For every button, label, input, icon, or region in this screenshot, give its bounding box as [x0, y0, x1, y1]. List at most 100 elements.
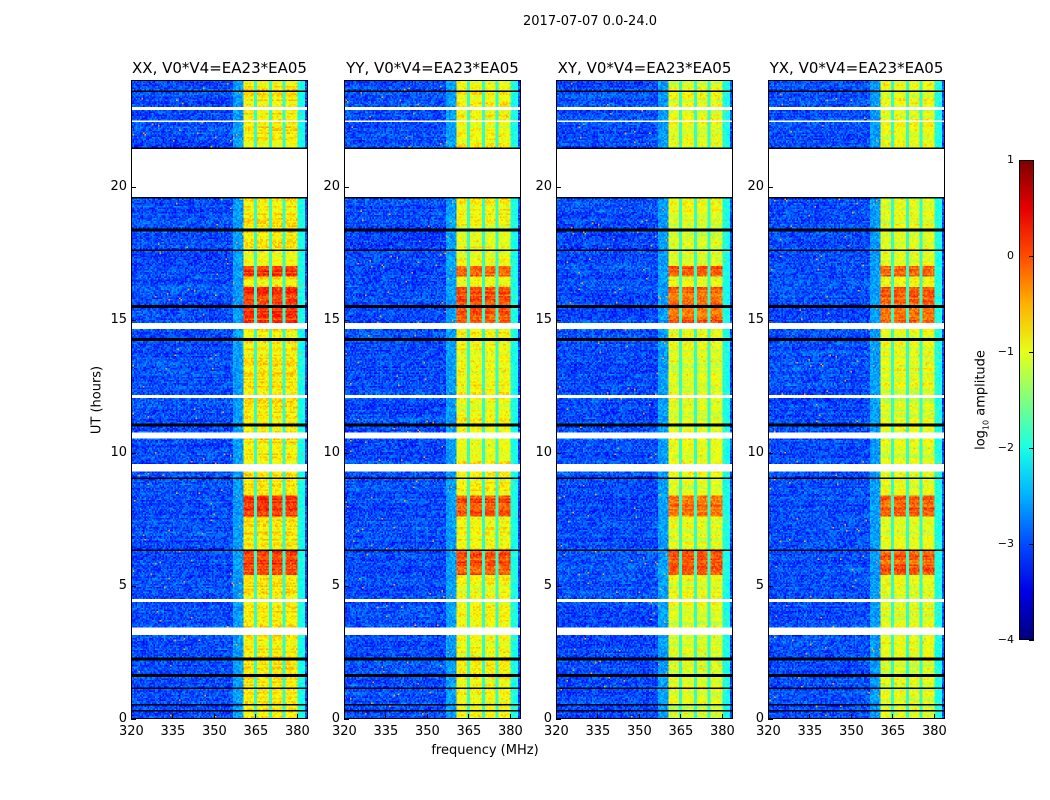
- x-tick-mark: [892, 714, 894, 719]
- x-tick-mark: [509, 714, 511, 719]
- x-tick-mark: [255, 714, 257, 719]
- colorbar-tick-label: −1: [997, 345, 1014, 358]
- panel-title: YY, V0*V4=EA23*EA05: [346, 59, 519, 77]
- colorbar-tick-mark: [1029, 352, 1034, 353]
- y-tick-label: 0: [755, 711, 764, 726]
- colorbar: [1019, 160, 1034, 640]
- y-tick-label: 0: [331, 711, 340, 726]
- y-tick-mark: [344, 452, 349, 454]
- y-tick-mark: [344, 186, 349, 188]
- colorbar-tick-mark: [1029, 544, 1034, 545]
- y-tick-label: 10: [747, 444, 764, 460]
- x-tick-label: 350: [201, 724, 227, 739]
- axes-frame: [131, 80, 308, 719]
- waterfall-panel-2: [556, 80, 733, 719]
- colorbar-tick-label: 0: [1007, 249, 1014, 262]
- y-tick-mark: [768, 319, 773, 321]
- waterfall-panel-3: [768, 80, 945, 719]
- heatmap-image: [344, 80, 521, 719]
- x-tick-label: 380: [497, 724, 523, 739]
- panel-title: YX, V0*V4=EA23*EA05: [769, 59, 944, 77]
- x-tick-label: 335: [373, 724, 399, 739]
- axes-frame: [344, 80, 521, 719]
- y-axis-label: UT (hours): [89, 365, 105, 435]
- x-tick-mark: [296, 714, 298, 719]
- y-tick-mark: [556, 719, 561, 720]
- x-tick-label: 320: [544, 724, 569, 739]
- heatmap-image: [131, 80, 308, 719]
- x-tick-mark: [468, 714, 470, 719]
- x-tick-label: 335: [797, 724, 823, 739]
- x-tick-label: 320: [119, 724, 144, 739]
- y-tick-label: 5: [118, 577, 127, 593]
- colorbar-label: log10 amplitude: [973, 350, 991, 450]
- y-tick-label: 15: [747, 311, 764, 327]
- x-tick-mark: [680, 714, 682, 719]
- y-tick-label: 10: [323, 444, 340, 460]
- x-tick-label: 365: [880, 724, 906, 739]
- y-tick-mark: [131, 452, 136, 454]
- x-tick-label: 335: [160, 724, 186, 739]
- y-tick-mark: [131, 719, 136, 720]
- y-tick-mark: [768, 186, 773, 188]
- y-tick-label: 20: [535, 178, 552, 194]
- heatmap-image: [556, 80, 733, 719]
- y-tick-label: 0: [543, 711, 552, 726]
- x-tick-label: 365: [668, 724, 694, 739]
- y-tick-mark: [131, 585, 136, 587]
- y-tick-mark: [344, 719, 349, 720]
- x-tick-label: 350: [414, 724, 440, 739]
- colorbar-tick-label: −3: [997, 537, 1014, 550]
- waterfall-panel-0: [131, 80, 308, 719]
- x-tick-label: 380: [921, 724, 947, 739]
- x-tick-mark: [131, 714, 132, 719]
- x-tick-label: 350: [838, 724, 864, 739]
- y-tick-label: 15: [110, 311, 127, 327]
- panel-title: XY, V0*V4=EA23*EA05: [557, 59, 732, 77]
- x-tick-mark: [638, 714, 640, 719]
- x-tick-label: 380: [284, 724, 310, 739]
- y-tick-mark: [768, 585, 773, 587]
- y-tick-label: 20: [110, 178, 127, 194]
- y-tick-mark: [556, 186, 561, 188]
- y-tick-label: 5: [331, 577, 340, 593]
- y-tick-mark: [556, 585, 561, 587]
- x-tick-mark: [213, 714, 215, 719]
- y-tick-mark: [344, 585, 349, 587]
- x-tick-mark: [556, 714, 557, 719]
- x-tick-mark: [172, 714, 174, 719]
- colorbar-tick-label: −4: [997, 633, 1014, 646]
- y-tick-label: 15: [323, 311, 340, 327]
- x-tick-mark: [344, 714, 345, 719]
- x-tick-mark: [385, 714, 387, 719]
- x-tick-mark: [597, 714, 599, 719]
- y-tick-label: 10: [535, 444, 552, 460]
- y-tick-mark: [556, 452, 561, 454]
- axes-frame: [556, 80, 733, 719]
- y-tick-mark: [131, 186, 136, 188]
- x-axis-label: frequency (MHz): [431, 743, 539, 758]
- colorbar-tick-mark: [1029, 640, 1034, 641]
- figure-title: 2017-07-07 0.0-24.0: [523, 14, 657, 29]
- y-tick-mark: [768, 452, 773, 454]
- y-tick-label: 5: [755, 577, 764, 593]
- y-tick-mark: [131, 319, 136, 321]
- x-tick-mark: [768, 714, 769, 719]
- y-tick-label: 20: [747, 178, 764, 194]
- x-tick-mark: [850, 714, 852, 719]
- x-tick-mark: [721, 714, 723, 719]
- y-tick-mark: [556, 319, 561, 321]
- x-tick-label: 365: [243, 724, 269, 739]
- x-tick-mark: [426, 714, 428, 719]
- x-tick-label: 380: [709, 724, 735, 739]
- colorbar-tick-label: 1: [1007, 153, 1014, 166]
- heatmap-image: [768, 80, 945, 719]
- y-tick-label: 5: [543, 577, 552, 593]
- panel-title: XX, V0*V4=EA23*EA05: [132, 59, 307, 77]
- axes-frame: [768, 80, 945, 719]
- y-tick-label: 15: [535, 311, 552, 327]
- y-tick-mark: [344, 319, 349, 321]
- x-tick-label: 335: [585, 724, 611, 739]
- x-tick-label: 320: [332, 724, 357, 739]
